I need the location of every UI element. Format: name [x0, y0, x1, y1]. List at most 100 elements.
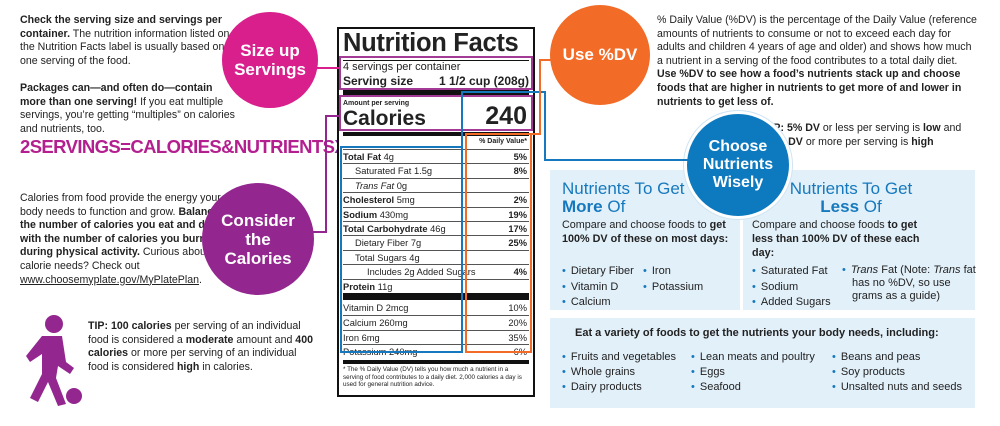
nutrient-row: Dietary Fiber 7g 25% — [343, 235, 529, 250]
text: Calcium — [570, 296, 611, 308]
less-heading: Nutrients To Get Less Of — [786, 180, 916, 216]
thick-rule — [343, 90, 529, 97]
text: or more per serving is — [802, 135, 912, 148]
nutrient-amount: 4g — [383, 152, 394, 162]
text: or more per serving of an individual foo… — [88, 347, 297, 373]
variety-item: Dairy products — [562, 380, 642, 395]
text: high — [911, 135, 934, 148]
less-item: Added Sugars — [752, 295, 831, 310]
dv-header: % Daily Value* — [479, 138, 527, 145]
more-item: Iron — [643, 264, 671, 279]
variety-text: Beans and peas — [840, 351, 921, 363]
nutrient-name: Total Sugars — [355, 252, 407, 263]
dv-tip: TIP: 5% DV or less per serving is low an… — [764, 122, 979, 149]
variety-item: Beans and peas — [832, 350, 921, 365]
variety-item: Unsalted nuts and seeds — [832, 380, 962, 395]
vitamin-row: Vitamin D 2mcg 10% — [343, 301, 529, 315]
nutrient-dv: 4% — [513, 267, 527, 278]
text: Nutrients To Get — [562, 179, 685, 198]
nutrient-amount: 7g — [410, 238, 422, 249]
vitamin-row: Iron 6mg 35% — [343, 329, 529, 345]
more-item: Potassium — [643, 280, 703, 295]
variety-item: Fruits and vegetables — [562, 350, 676, 365]
trans-note: Trans Fat (Note: Trans fat has no %DV, s… — [842, 264, 982, 303]
text: amount and — [233, 333, 296, 346]
bubble-servings: Size up Servings — [222, 12, 318, 108]
less-intro: Compare and choose foods to get less tha… — [752, 218, 932, 260]
text: Nutrients To Get — [789, 179, 913, 198]
vitamin-name: Vitamin D — [343, 303, 384, 313]
more-item: Vitamin D — [562, 280, 618, 295]
variety-text: Eggs — [699, 366, 725, 378]
text: Sodium — [760, 281, 799, 293]
nutrient-row: Total Fat 4g 5% — [343, 149, 529, 164]
vitamin-amount: 260mg — [379, 318, 408, 329]
bubble-calories: Consider the Calories — [202, 183, 314, 295]
text: 5% DV — [784, 122, 820, 134]
text: Dietary Fiber — [570, 265, 634, 277]
text: Fat (Note: — [878, 264, 934, 276]
text: Of — [602, 197, 626, 216]
text: Calories from food provide the energy yo… — [20, 192, 221, 218]
text: Compare and choose foods — [752, 219, 888, 231]
nutrient-amount: 11g — [377, 281, 393, 292]
text: www.choosemyplate.gov/MyPlatePlan — [20, 273, 200, 286]
text: per serving of an individual food is con… — [88, 320, 301, 346]
footnote: * The % Daily Value (DV) tells you how m… — [343, 366, 522, 389]
variety-item: Eggs — [691, 365, 725, 380]
text: More — [562, 197, 603, 216]
text: fat has no %DV, so use grams as a guide) — [852, 264, 976, 302]
nutrient-amount: 46g — [430, 224, 446, 234]
thick-rule — [343, 293, 529, 300]
text: If you eat multiple servings, you’re get… — [20, 95, 235, 135]
more-item: Dietary Fiber — [562, 264, 634, 279]
vitamin-name: Potassium — [343, 347, 387, 358]
serving-size: Serving size 1 1/2 cup (208g) — [343, 74, 529, 88]
nutrient-row: Protein 11g — [343, 278, 529, 294]
servings-paragraph: Packages can—and often do—contain more t… — [20, 82, 235, 136]
bubble-dv: Use %DV — [550, 5, 650, 105]
more-item: Calcium — [562, 295, 611, 310]
text: Packages can—and often do—contain more t… — [20, 82, 213, 108]
text: Balance the number of calories you eat a… — [20, 205, 225, 259]
nutrient-name: Total Carbohydrate — [343, 224, 428, 234]
nutrient-name: Dietary Fiber — [355, 238, 409, 249]
variety-item: Lean meats and poultry — [691, 350, 815, 365]
variety-text: Fruits and vegetables — [570, 351, 677, 363]
bubble-choose: Choose Nutrients Wisely — [684, 111, 792, 219]
equation: 2SERVINGS=CALORIES&NUTRIENTSX2 — [20, 136, 356, 158]
text: high — [176, 360, 200, 373]
calories-paragraph: Calories from food provide the energy yo… — [20, 192, 225, 287]
vitamin-row: Potassium 240mg 6% — [343, 344, 529, 359]
nutrient-name: Sodium — [343, 209, 378, 220]
vitamin-dv: 6% — [513, 347, 527, 358]
nutrient-dv: 25% — [508, 238, 527, 249]
nutrient-row: Saturated Fat 1.5g 8% — [343, 163, 529, 178]
dv-paragraph: % Daily Value (%DV) is the percentage of… — [657, 14, 979, 109]
nutrient-name: Includes 2g Added Sugars — [367, 267, 476, 278]
nutrient-row: Trans Fat 0g — [343, 177, 529, 193]
text: TIP: — [88, 320, 109, 332]
text: Potassium — [651, 281, 704, 293]
medium-rule — [343, 132, 529, 136]
text: Compare and choose foods to — [562, 219, 710, 231]
vitamin-dv: 10% — [508, 303, 527, 313]
text: and — [940, 122, 962, 134]
nutrient-amount: 1.5g — [413, 166, 433, 177]
less-item: Sodium — [752, 280, 798, 295]
text: Serving size — [343, 74, 414, 88]
text: . — [199, 273, 202, 286]
nutrient-name: Protein — [343, 281, 376, 292]
nutrient-dv: 5% — [513, 152, 527, 162]
text: Curious about calorie needs? Check out — [20, 246, 209, 272]
nutrient-amount: 0g — [396, 180, 408, 191]
medium-rule — [343, 360, 529, 364]
nutrient-row: Includes 2g Added Sugars 4% — [343, 264, 529, 279]
more-heading: Nutrients To Get More Of — [562, 180, 712, 216]
text: The nutrition information listed on the … — [20, 27, 230, 67]
text: to get less than 100% DV of these each d… — [752, 219, 920, 259]
nutrient-dv: 17% — [508, 224, 527, 234]
text: Trans — [933, 264, 961, 276]
nutrient-dv: 19% — [508, 209, 527, 220]
